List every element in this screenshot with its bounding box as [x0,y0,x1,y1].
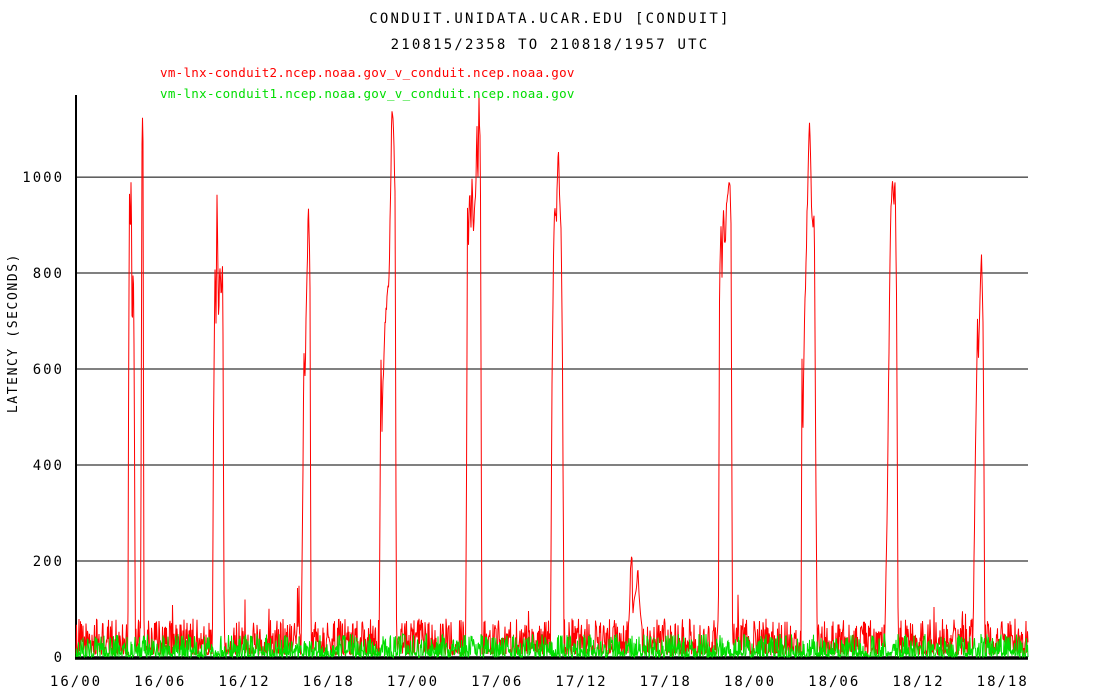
y-tick-label-400: 400 [33,458,64,474]
x-tick-label-17-18: 17/18 [640,674,692,690]
chart-title: CONDUIT.UNIDATA.UCAR.EDU [CONDUIT] [369,11,731,27]
x-tick-label-16-00: 16/00 [50,674,102,690]
y-tick-label-200: 200 [33,554,64,570]
x-tick-label-17-06: 17/06 [471,674,523,690]
x-tick-label-18-00: 18/00 [724,674,776,690]
legend: vm-lnx-conduit2.ncep.noaa.gov_v_conduit.… [160,62,575,104]
series-line-conduit1 [75,632,1029,659]
x-tick-label-18-06: 18/06 [808,674,860,690]
x-tick-label-16-18: 16/18 [303,674,355,690]
legend-item-conduit2: vm-lnx-conduit2.ncep.noaa.gov_v_conduit.… [160,65,575,80]
y-tick-label-1000: 1000 [22,170,64,186]
x-tick-label-17-00: 17/00 [387,674,439,690]
y-tick-label-800: 800 [33,266,64,282]
x-tick-label-16-06: 16/06 [134,674,186,690]
x-tick-label-17-12: 17/12 [555,674,607,690]
series-line-conduit2 [75,94,1029,657]
x-tick-label-16-12: 16/12 [218,674,270,690]
y-axis-label: LATENCY (SECONDS) [6,252,21,414]
legend-item-conduit1: vm-lnx-conduit1.ncep.noaa.gov_v_conduit.… [160,86,575,101]
chart-subtitle: 210815/2358 TO 210818/1957 UTC [390,37,710,53]
y-tick-label-600: 600 [33,362,64,378]
x-tick-label-18-12: 18/12 [892,674,944,690]
y-tick-label-0: 0 [54,650,64,666]
x-tick-label-18-18: 18/18 [977,674,1029,690]
